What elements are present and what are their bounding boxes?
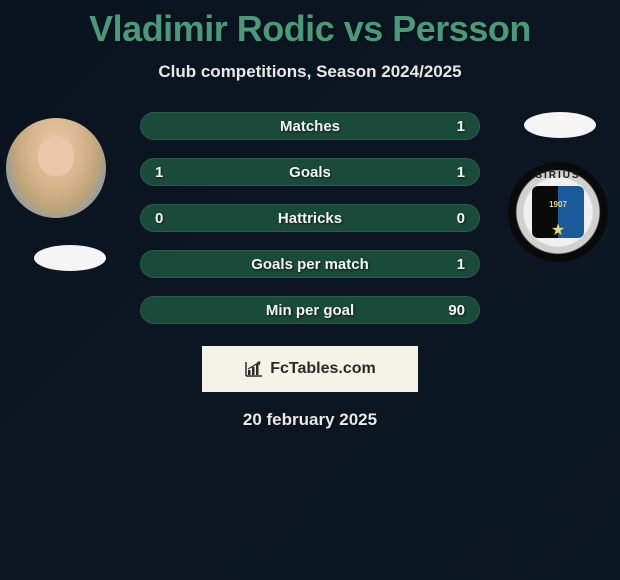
team-left-oval (34, 245, 106, 271)
stat-label: Min per goal (266, 302, 354, 319)
team-right-oval (524, 112, 596, 138)
stat-right-value: 90 (445, 302, 465, 319)
comparison-title: Vladimir Rodic vs Persson (0, 0, 620, 50)
stat-left-value: 0 (155, 210, 175, 227)
stat-label: Matches (280, 118, 340, 135)
team-right-logo: SIRIUS 1907 ★ (508, 162, 608, 262)
comparison-date: 20 february 2025 (10, 410, 610, 430)
stat-label: Goals (289, 164, 331, 181)
stat-left-value: 1 (155, 164, 175, 181)
brand-text: FcTables.com (270, 360, 376, 378)
stat-row: 1 Goals 1 (140, 158, 480, 186)
stat-row: Min per goal 90 (140, 296, 480, 324)
stat-label: Goals per match (251, 256, 369, 273)
stat-label: Hattricks (278, 210, 342, 227)
bar-chart-icon (244, 360, 264, 378)
stats-table: Matches 1 1 Goals 1 0 Hattricks 0 Goals … (140, 112, 480, 324)
comparison-subtitle: Club competitions, Season 2024/2025 (0, 62, 620, 82)
star-icon: ★ (508, 220, 608, 240)
stat-right-value: 1 (445, 164, 465, 181)
stat-right-value: 1 (445, 256, 465, 273)
team-right-year: 1907 (532, 200, 584, 209)
brand-box: FcTables.com (202, 346, 418, 392)
stat-row: 0 Hattricks 0 (140, 204, 480, 232)
stat-right-value: 1 (445, 118, 465, 135)
stat-row: Matches 1 (140, 112, 480, 140)
stat-right-value: 0 (445, 210, 465, 227)
player-left-photo (6, 118, 106, 218)
stat-row: Goals per match 1 (140, 250, 480, 278)
comparison-body: SIRIUS 1907 ★ Matches 1 1 Goals 1 0 Hatt… (0, 112, 620, 430)
team-right-name: SIRIUS (508, 170, 608, 181)
